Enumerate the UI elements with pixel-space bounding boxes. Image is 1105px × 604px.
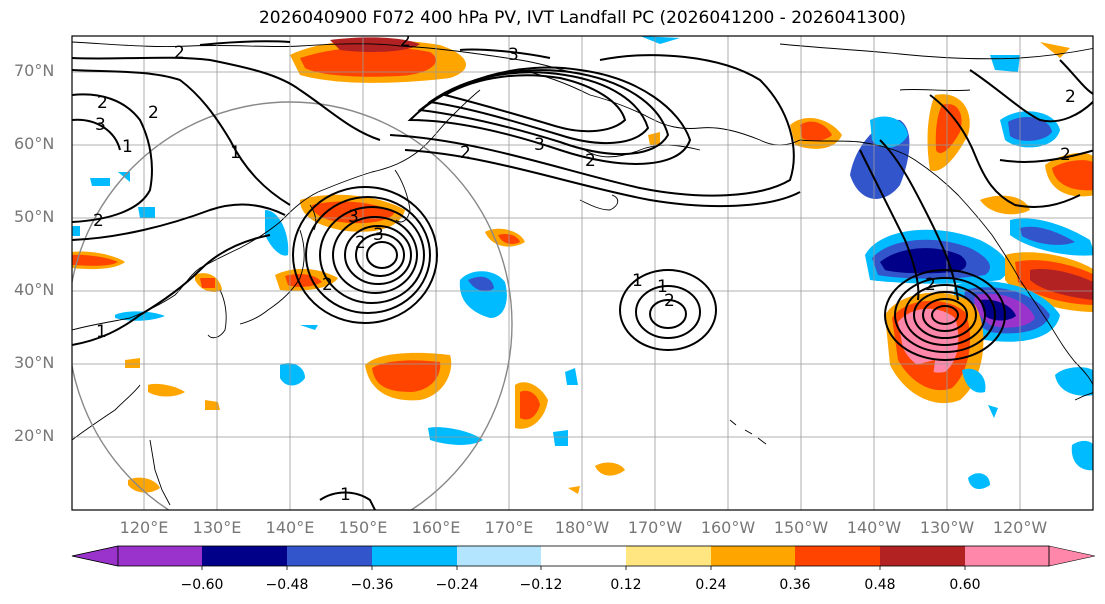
- longitude-label: 140°E: [265, 518, 315, 537]
- colorbar: [71, 545, 1096, 570]
- contour-label: 1: [122, 137, 133, 157]
- colorbar-segment: [880, 546, 965, 566]
- contour-label: 3: [348, 207, 359, 227]
- contour-label: 2: [1065, 87, 1076, 107]
- landfall-radius-circle: [72, 101, 513, 510]
- longitude-label: 160°E: [411, 518, 461, 537]
- colorbar-tick-label: 0.36: [779, 577, 811, 593]
- contour-label: 2: [400, 31, 411, 51]
- colorbar-segment: [457, 546, 541, 566]
- coastline-layer: [72, 41, 1093, 506]
- contour-label: 2: [460, 143, 471, 163]
- colorbar-segment: [202, 546, 287, 566]
- colorbar-tick-label: 0.60: [949, 577, 981, 593]
- contour-label: 2: [148, 103, 159, 123]
- latitude-label: 30°N: [14, 353, 55, 372]
- longitude-label: 120°W: [992, 518, 1048, 537]
- contour-label-layer: 2 2 3 2 3 2 1 1 2 3 2 3 2 1 3 2 2 1 1 2 …: [93, 31, 1076, 505]
- colorbar-tick-label: 0.12: [610, 577, 642, 593]
- contour-label: 2: [585, 151, 596, 171]
- colorbar-tick-label: −0.60: [180, 577, 224, 593]
- longitude-label: 140°W: [846, 518, 902, 537]
- contour-label: 2: [1060, 145, 1071, 165]
- pv-contour-layer: [72, 40, 1093, 510]
- contour-label: 2: [93, 211, 104, 231]
- contour-label: 3: [373, 225, 384, 245]
- contour-label: 3: [534, 135, 545, 155]
- longitude-label: 150°E: [338, 518, 388, 537]
- colorbar-segment: [287, 546, 372, 566]
- contour-label: 2: [97, 93, 108, 113]
- latitude-label: 40°N: [14, 280, 55, 299]
- latitude-label: 50°N: [14, 207, 55, 226]
- colorbar-segment: [965, 546, 1049, 566]
- contour-label: 2: [355, 233, 366, 253]
- map-title: 2026040900 F072 400 hPa PV, IVT Landfall…: [258, 8, 906, 28]
- colorbar-tick-label: −0.12: [519, 577, 563, 593]
- contour-label: 1: [230, 143, 241, 163]
- colorbar-segment: [372, 546, 457, 566]
- longitude-label: 130°W: [919, 518, 975, 537]
- colorbar-high-extension: [1048, 545, 1096, 567]
- map-frame: [71, 35, 1094, 511]
- longitude-label: 180°W: [554, 518, 610, 537]
- longitude-label: 120°E: [119, 518, 169, 537]
- longitude-label: 130°E: [192, 518, 242, 537]
- graticule: [72, 36, 1093, 510]
- longitude-label: 160°W: [700, 518, 756, 537]
- colorbar-tick-label: −0.36: [350, 577, 394, 593]
- colorbar-segment: [711, 546, 795, 566]
- contour-label: 3: [508, 45, 519, 65]
- latitude-label: 60°N: [14, 134, 55, 153]
- contour-label: 2: [664, 291, 675, 311]
- colorbar-segment: [795, 546, 880, 566]
- colorbar-segment: [118, 546, 202, 566]
- contour-label: 1: [96, 322, 107, 342]
- contour-label: 1: [657, 277, 668, 297]
- colorbar-tick-label: −0.48: [265, 577, 309, 593]
- colorbar-tick-label: −0.24: [435, 577, 479, 593]
- contour-label: 2: [322, 275, 333, 295]
- latitude-label: 20°N: [14, 426, 55, 445]
- contour-label: 2: [174, 43, 185, 63]
- colorbar-low-extension: [71, 545, 119, 567]
- colorbar-tick-label: 0.48: [864, 577, 896, 593]
- colorbar-tick-label: 0.24: [695, 577, 727, 593]
- contour-label: 2: [925, 275, 936, 295]
- anomaly-fill-layer: [72, 36, 1093, 494]
- colorbar-segment: [626, 546, 711, 566]
- contour-label: 1: [340, 485, 351, 505]
- colorbar-segment: [541, 546, 626, 566]
- longitude-label: 170°E: [484, 518, 534, 537]
- longitude-label: 150°W: [773, 518, 829, 537]
- contour-label: 1: [632, 271, 643, 291]
- contour-label: 3: [95, 115, 106, 135]
- latitude-label: 70°N: [14, 61, 55, 80]
- longitude-label: 170°W: [627, 518, 683, 537]
